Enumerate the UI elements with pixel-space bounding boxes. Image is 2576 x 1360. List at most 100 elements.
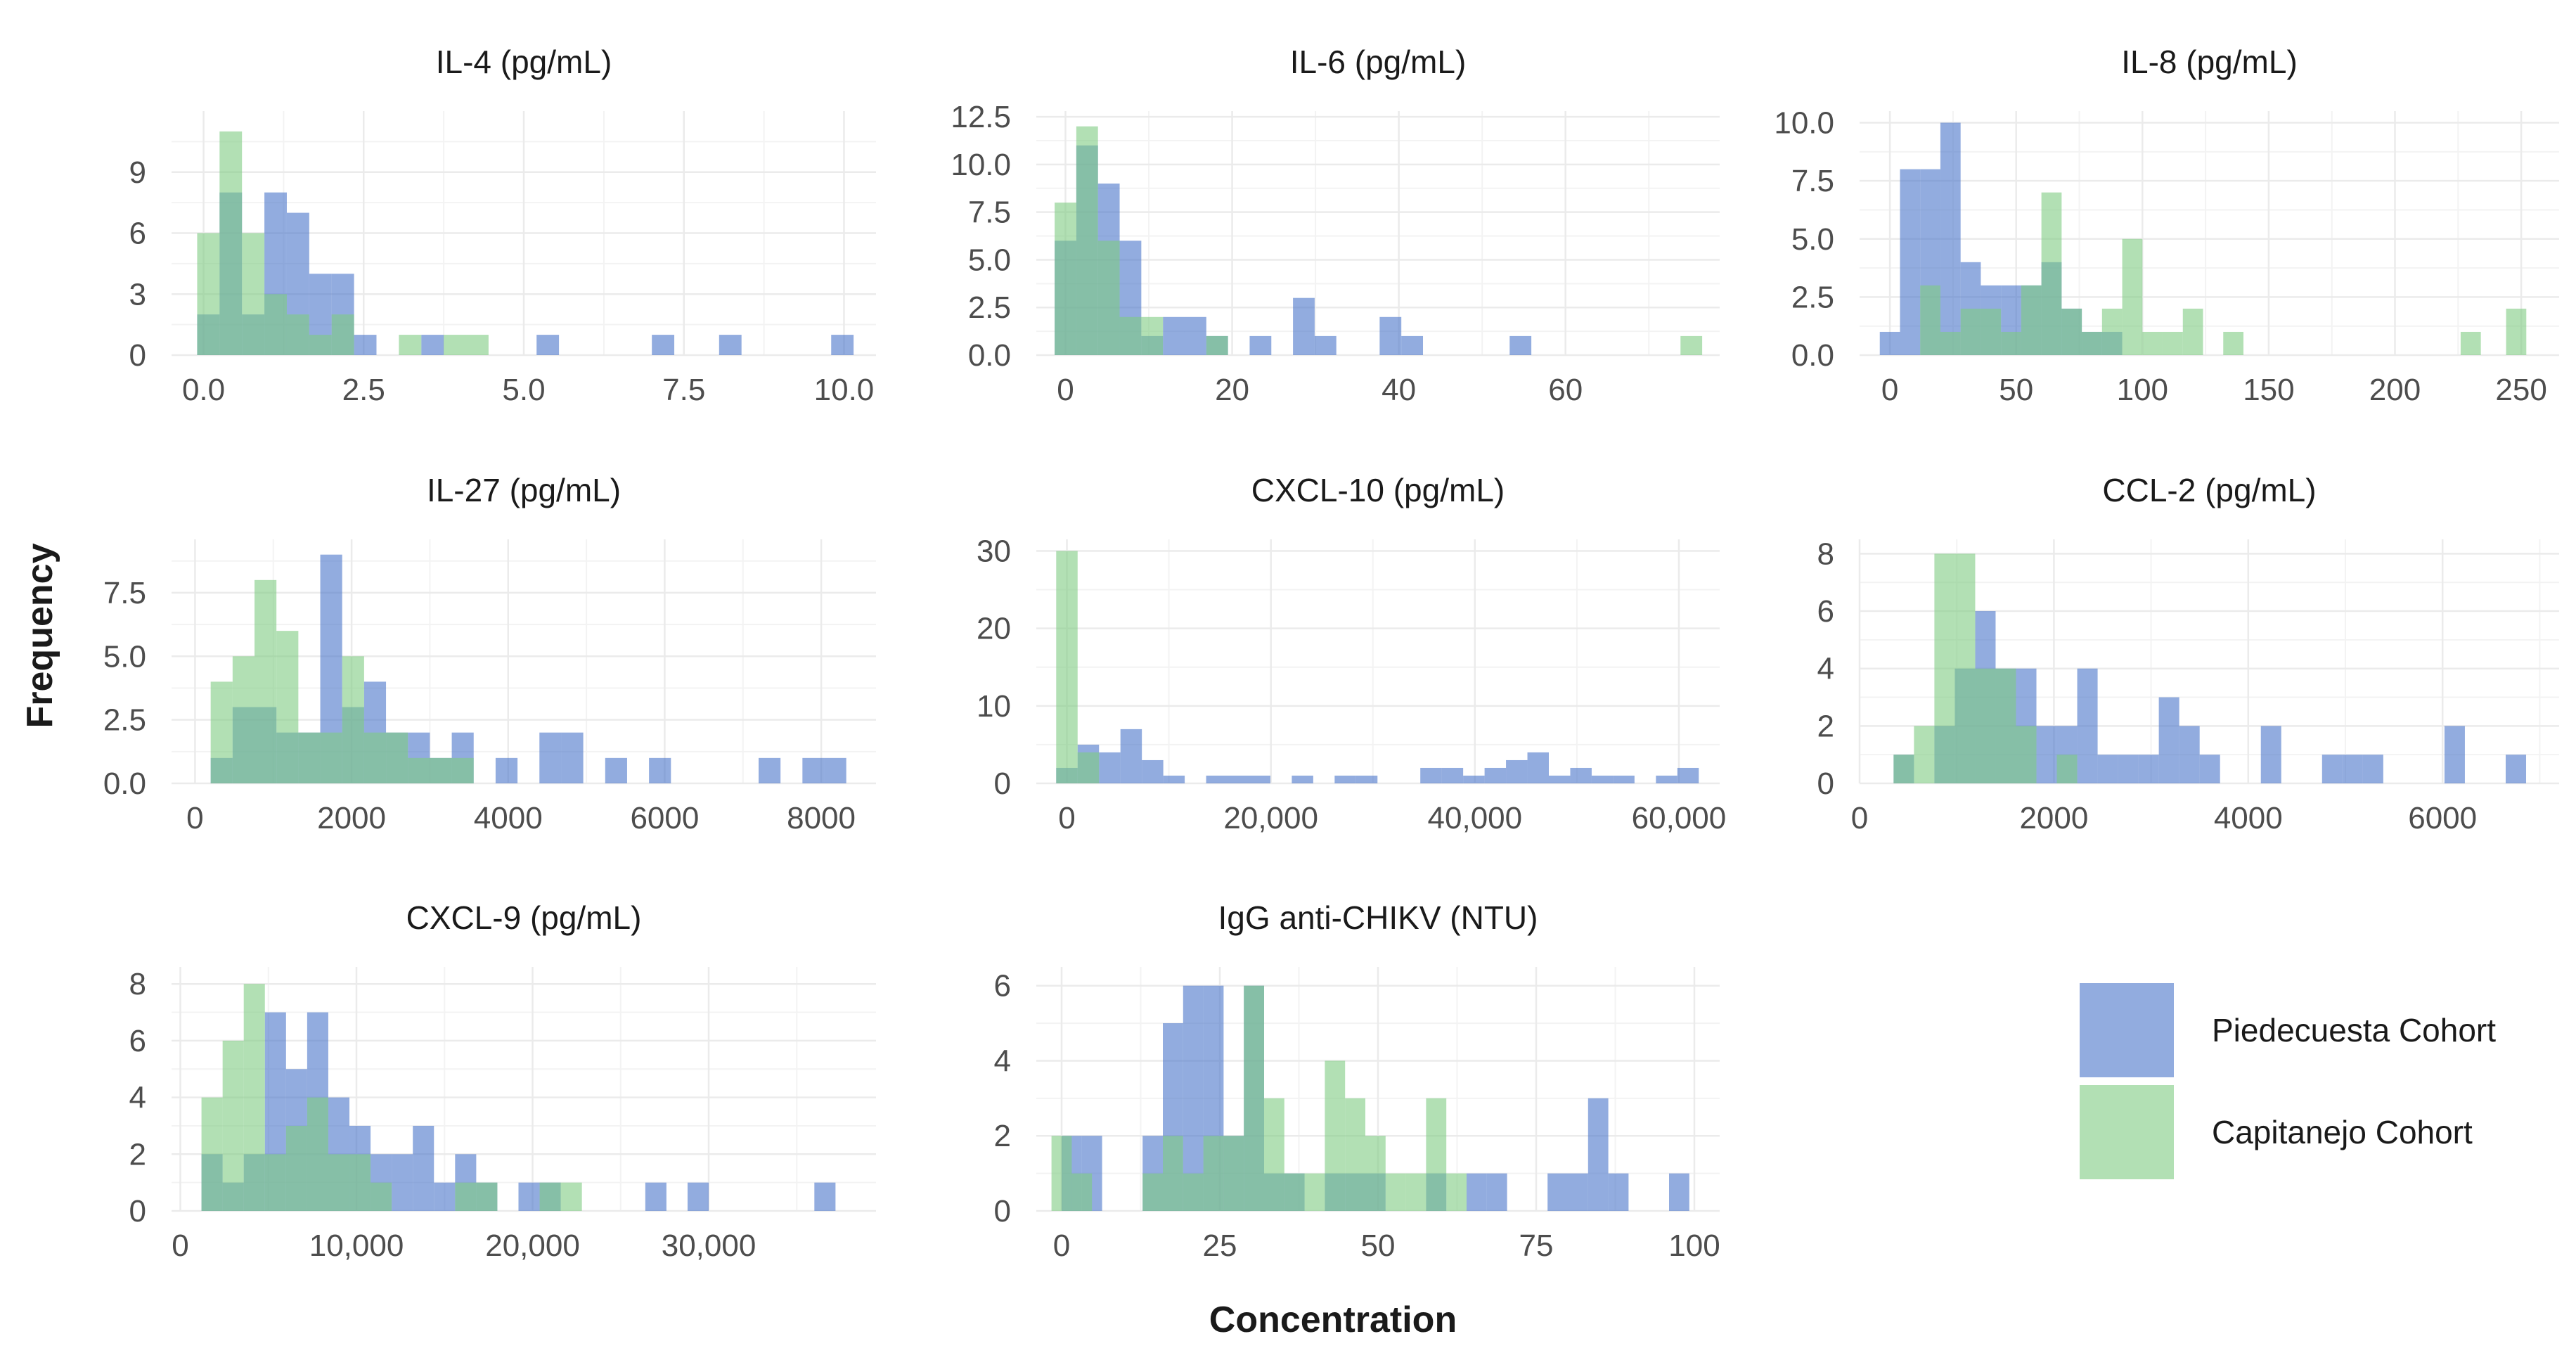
y-tick-label: 30	[977, 534, 1011, 569]
histogram-bar	[1879, 331, 1900, 355]
histogram-bar	[1051, 1136, 1072, 1211]
histogram-bar	[1588, 1098, 1609, 1211]
series-capitanejo	[201, 984, 582, 1211]
histogram-bar	[476, 1182, 498, 1211]
histogram-bar	[2179, 726, 2200, 783]
histogram-bar	[219, 131, 243, 355]
histogram-bar	[2321, 755, 2343, 783]
histogram-bar	[1163, 1136, 1183, 1211]
histogram-bar	[1119, 316, 1142, 355]
histogram-bar	[255, 579, 277, 783]
histogram-bar	[1669, 1173, 1689, 1211]
x-tick-label: 20,000	[485, 1229, 580, 1263]
x-tick-label: 10.0	[814, 373, 875, 407]
histogram-bar	[1420, 767, 1442, 783]
x-tick-label: 100	[1668, 1229, 1720, 1263]
panel-title: IL-4 (pg/mL)	[436, 44, 612, 80]
histogram-bar	[2142, 331, 2163, 355]
histogram-bar	[1591, 775, 1614, 783]
histogram-bar	[1163, 775, 1185, 783]
x-tick-label: 30,000	[662, 1229, 756, 1263]
histogram-bar	[371, 1182, 392, 1211]
histogram-bar	[1325, 1060, 1346, 1211]
histogram-bar	[1934, 553, 1955, 783]
histogram-bar	[1206, 775, 1228, 783]
histogram-bar	[1071, 1173, 1093, 1211]
histogram-bar	[1141, 316, 1164, 355]
y-tick-label: 6	[1817, 594, 1834, 629]
histogram-bar	[1142, 1173, 1163, 1211]
histogram-bar	[1099, 752, 1121, 783]
histogram-bar	[421, 335, 444, 355]
histogram-bar	[1163, 316, 1185, 355]
histogram-bar	[719, 335, 742, 355]
series-capitanejo	[1056, 551, 1100, 783]
histogram-bar	[2362, 755, 2383, 783]
x-tick-label: 0	[1053, 1229, 1070, 1263]
histogram-bar	[354, 335, 377, 355]
y-tick-label: 2.5	[1791, 280, 1834, 314]
histogram-bar	[363, 732, 387, 783]
histogram-bar	[1120, 729, 1142, 783]
y-tick-label: 5.0	[1791, 222, 1834, 257]
x-tick-label: 2000	[2019, 801, 2088, 835]
panel-3: 0 2000 4000 6000 8000 0.0 2.5 5.0 7.5 IL-27 (pg/m…	[103, 472, 876, 835]
histogram-bar	[536, 335, 560, 355]
panel-2: 0 50 100 150 200 250 0.0 2.5 5.0 7.5 10.0 IL-8 (pg/…	[1774, 44, 2559, 407]
histogram-bar	[1264, 1098, 1284, 1211]
y-tick-label: 9	[129, 155, 146, 190]
histogram-bar	[1314, 335, 1337, 355]
histogram-bar	[1975, 668, 1996, 783]
histogram-bar	[413, 1125, 434, 1211]
y-tick-label: 0	[994, 1194, 1011, 1229]
histogram-bar	[831, 335, 854, 355]
panel-title: IL-27 (pg/mL)	[427, 472, 621, 508]
y-tick-label: 2.5	[968, 290, 1011, 325]
series-capitanejo	[1893, 553, 2078, 783]
histogram-bar	[408, 757, 430, 783]
histogram-bar	[349, 1154, 371, 1211]
histogram-bar	[342, 656, 364, 783]
histogram-bar	[687, 1182, 709, 1211]
y-tick-label: 8	[1817, 537, 1834, 571]
x-tick-label: 4000	[474, 801, 543, 835]
x-tick-label: 6000	[2408, 801, 2477, 835]
histogram-bar	[2444, 726, 2465, 783]
y-tick-label: 7.5	[1791, 164, 1834, 198]
histogram-bar	[1206, 335, 1228, 355]
y-tick-label: 0	[129, 1194, 146, 1229]
histogram-bar	[1405, 1173, 1427, 1211]
legend-swatch-piedecuesta	[2080, 983, 2174, 1077]
histogram-bar	[1345, 1098, 1365, 1211]
x-tick-label: 50	[1361, 1229, 1396, 1263]
histogram-bar	[1608, 1173, 1629, 1211]
histogram-bar	[645, 1182, 666, 1211]
y-tick-label: 2.5	[103, 703, 146, 738]
series-capitanejo	[197, 131, 489, 355]
series-capitanejo	[1055, 126, 1703, 355]
histogram-bar	[1056, 551, 1078, 783]
x-tick-label: 40	[1382, 373, 1416, 407]
histogram-bar	[1549, 775, 1571, 783]
histogram-bar	[824, 757, 846, 783]
histogram-bar	[1940, 122, 1961, 355]
histogram-bar	[2506, 308, 2527, 355]
histogram-bar	[1304, 1173, 1325, 1211]
panel-0: 0.0 2.5 5.0 7.5 10.0 0 3 6 9 IL-4 (pg/mL)	[129, 44, 876, 407]
histogram-bar	[2056, 755, 2078, 783]
panel-title: IL-8 (pg/mL)	[2121, 44, 2298, 80]
histogram-bar	[201, 1097, 223, 1211]
histogram-bar	[1486, 1173, 1507, 1211]
x-tick-label: 60,000	[1632, 801, 1727, 835]
y-tick-label: 10.0	[951, 148, 1011, 182]
x-tick-label: 5.0	[502, 373, 545, 407]
y-tick-label: 0	[1817, 766, 1834, 801]
histogram-bar	[2460, 331, 2481, 355]
histogram-bar	[444, 335, 467, 355]
histogram-bar	[2342, 755, 2363, 783]
histogram-bar	[1509, 335, 1532, 355]
histogram-bar	[2158, 697, 2179, 783]
histogram-bar	[2199, 755, 2220, 783]
histogram-bar	[560, 1182, 582, 1211]
histogram-bar	[1228, 775, 1249, 783]
